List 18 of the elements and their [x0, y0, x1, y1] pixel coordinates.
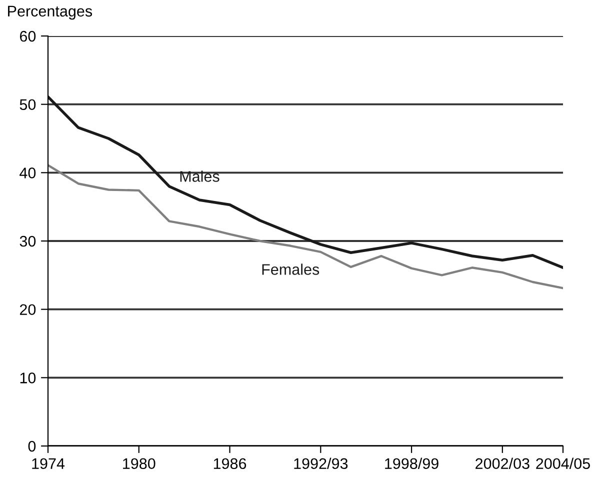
x-tick-label: 1980	[123, 458, 156, 470]
line-series	[48, 164, 563, 290]
series-label: Females	[262, 264, 320, 275]
y-axis-title: Percentages	[8, 6, 92, 20]
y-tick-label: 40	[20, 168, 36, 178]
y-tick-label: 50	[20, 99, 36, 110]
x-tick-label: 2004/05	[536, 458, 590, 470]
x-tick-label: 1986	[214, 458, 246, 470]
y-tick-label: 0	[28, 440, 36, 452]
x-tick-label: 1998/99	[385, 458, 438, 470]
y-tick-label: 30	[20, 236, 36, 247]
y-tick-label: 10	[20, 372, 36, 384]
y-tick-label: 60	[20, 30, 36, 42]
x-tick-label: 2002/03	[476, 458, 530, 470]
y-tick-label: 20	[20, 304, 36, 316]
series-label: Males	[180, 170, 220, 182]
x-tick-label: 1992/93	[294, 458, 348, 470]
x-tick-label: 1974	[32, 458, 65, 470]
